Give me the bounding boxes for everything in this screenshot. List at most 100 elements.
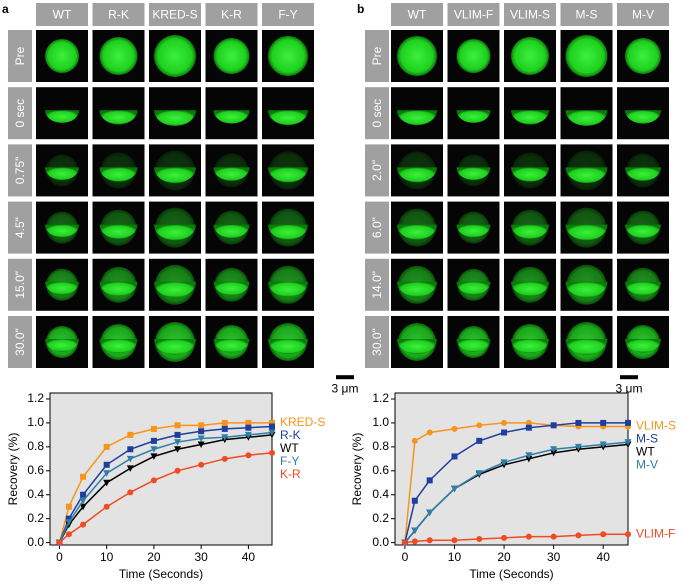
marker	[600, 419, 607, 426]
legend-label: F-Y	[280, 454, 299, 468]
cell	[511, 224, 549, 239]
marker	[150, 477, 157, 484]
row-label-box	[8, 201, 32, 254]
row-label-box	[8, 258, 32, 311]
cell	[511, 37, 549, 75]
cell	[625, 224, 661, 239]
legend-label: K-R	[280, 467, 301, 481]
row-label-box	[365, 144, 389, 197]
panel-letter: b	[357, 2, 364, 16]
cell	[154, 35, 196, 77]
column-header: VLIM-S	[510, 8, 550, 22]
cell	[268, 167, 308, 183]
marker	[65, 519, 73, 526]
cell	[268, 281, 308, 297]
cell	[511, 339, 549, 354]
x-tick-label: 20	[147, 550, 161, 564]
y-tick-label: 1.0	[372, 415, 389, 429]
cell	[268, 36, 308, 76]
row-label-box	[365, 87, 389, 140]
row-label: 30.0"	[13, 328, 27, 356]
marker	[103, 461, 110, 468]
marker	[65, 503, 72, 510]
legend-label: M-V	[636, 458, 658, 472]
cell	[456, 110, 491, 123]
row-label-box	[8, 316, 32, 368]
scale-bar	[620, 375, 638, 380]
cell	[625, 281, 661, 296]
cell	[565, 339, 608, 355]
marker	[476, 536, 483, 543]
row-label: Pre	[13, 46, 27, 65]
marker	[451, 425, 458, 432]
marker	[126, 465, 134, 472]
marker	[426, 429, 433, 436]
marker	[426, 537, 433, 544]
x-axis-label: Time (Seconds)	[469, 567, 553, 581]
marker	[198, 422, 205, 429]
marker	[575, 532, 582, 539]
column-header: R-K	[108, 8, 129, 22]
column-header: K-R	[221, 8, 242, 22]
column-header: M-V	[632, 8, 654, 22]
row-label-box	[365, 316, 389, 368]
marker	[150, 453, 158, 460]
marker	[103, 479, 111, 487]
legend-label: VLIM-S	[636, 419, 676, 433]
y-tick-label: 1.2	[27, 391, 44, 405]
row-label-box	[8, 87, 32, 140]
cell	[625, 339, 661, 353]
marker	[411, 538, 418, 545]
y-tick-label: 0.2	[27, 511, 44, 525]
cell	[456, 339, 491, 352]
y-tick-label: 0.0	[27, 535, 44, 549]
column-header: F-Y	[278, 8, 297, 22]
marker	[411, 437, 418, 444]
row-label: 14.0"	[370, 271, 384, 299]
x-tick-label: 0	[56, 550, 63, 564]
x-tick-label: 10	[448, 550, 462, 564]
marker	[476, 437, 483, 444]
cell	[99, 110, 138, 125]
marker	[150, 437, 157, 444]
row-label-box	[8, 144, 32, 197]
marker	[625, 531, 631, 538]
y-tick-label: 1.0	[27, 415, 44, 429]
marker	[80, 491, 87, 498]
marker	[599, 441, 607, 448]
cell	[45, 224, 79, 238]
marker	[450, 485, 458, 493]
marker	[79, 503, 87, 511]
y-tick-label: 0.8	[27, 439, 44, 453]
marker	[426, 509, 434, 517]
marker	[268, 429, 276, 436]
column-header: WT	[408, 8, 427, 22]
cell	[456, 281, 491, 295]
marker	[426, 477, 433, 484]
cell	[565, 167, 608, 184]
marker	[65, 531, 72, 538]
row-label: 30.0"	[370, 328, 384, 356]
cell	[268, 224, 308, 240]
marker	[174, 439, 182, 446]
marker	[198, 428, 205, 435]
cell	[213, 38, 250, 74]
scale-bar-label: 3 μm	[332, 381, 359, 395]
y-axis-label: Recovery (%)	[350, 433, 364, 506]
cell	[45, 281, 79, 295]
column-header-box	[92, 3, 145, 26]
marker	[475, 470, 483, 477]
y-tick-label: 0.8	[372, 439, 389, 453]
x-tick-label: 40	[242, 550, 256, 564]
column-header-box	[149, 3, 201, 26]
cell	[268, 110, 308, 126]
column-header-box	[617, 3, 669, 26]
marker	[501, 429, 508, 436]
marker	[221, 434, 229, 441]
y-tick-label: 0.4	[27, 487, 44, 501]
cell	[154, 224, 196, 241]
cell	[565, 281, 608, 298]
column-header-box	[36, 3, 88, 26]
row-label: 4.5"	[13, 217, 27, 238]
cell	[154, 167, 196, 184]
